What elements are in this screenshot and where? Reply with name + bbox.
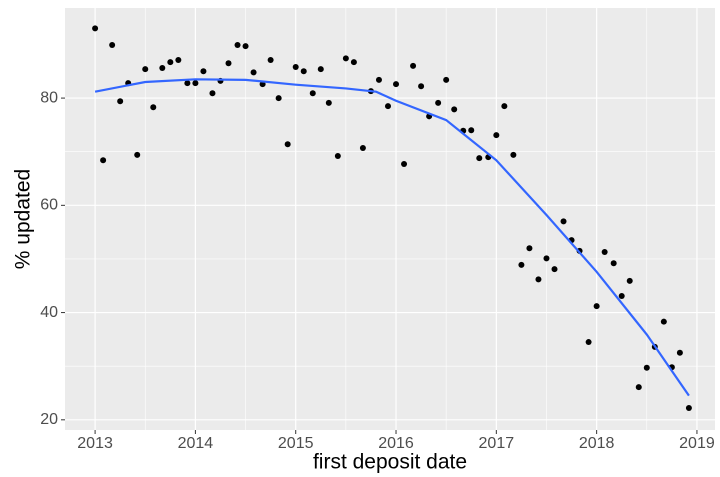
data-point — [184, 80, 191, 87]
data-point — [167, 59, 174, 66]
x-tick-label: 2016 — [378, 435, 414, 452]
data-point — [242, 43, 249, 50]
y-tick-label: 80 — [40, 89, 58, 106]
data-point — [610, 260, 617, 267]
data-point — [518, 261, 525, 268]
data-point — [292, 63, 299, 70]
data-point — [225, 60, 232, 67]
data-point — [250, 69, 257, 76]
data-point — [109, 41, 116, 48]
data-point — [643, 364, 650, 371]
data-point — [593, 303, 600, 310]
data-point — [685, 405, 692, 412]
data-point — [92, 25, 99, 32]
data-point — [560, 218, 567, 225]
data-point — [468, 127, 475, 134]
data-point — [493, 132, 500, 139]
data-point — [284, 141, 291, 148]
data-point — [543, 255, 550, 262]
x-tick-label: 2015 — [278, 435, 314, 452]
data-point — [309, 90, 316, 97]
data-point — [384, 103, 391, 110]
data-point — [418, 83, 425, 90]
x-tick-label: 2013 — [77, 435, 113, 452]
data-point — [317, 66, 324, 73]
data-point — [134, 151, 141, 158]
data-point — [267, 57, 274, 64]
data-point — [535, 276, 542, 283]
smooth-line — [94, 78, 690, 397]
data-point — [175, 57, 182, 64]
data-point — [435, 99, 442, 106]
data-point — [334, 152, 341, 159]
data-point — [234, 41, 241, 48]
x-tick-label: 2019 — [679, 435, 715, 452]
data-point — [192, 80, 199, 87]
data-point — [510, 151, 517, 158]
data-point — [209, 90, 216, 97]
data-point — [200, 68, 207, 75]
y-tick-label: 20 — [40, 411, 58, 428]
data-point — [117, 98, 124, 105]
data-point — [350, 59, 357, 66]
x-axis-title: first deposit date — [313, 451, 467, 474]
data-point — [626, 277, 633, 284]
data-point — [375, 76, 382, 83]
y-tick-label: 60 — [40, 197, 58, 214]
data-point — [601, 248, 608, 255]
data-point — [342, 55, 349, 62]
data-point — [300, 68, 307, 75]
x-tick-label: 2017 — [479, 435, 515, 452]
data-point — [142, 66, 149, 73]
data-point — [660, 318, 667, 325]
data-point — [401, 161, 408, 168]
data-point — [676, 349, 683, 356]
data-point — [476, 155, 483, 162]
x-tick-label: 2014 — [178, 435, 214, 452]
data-point — [325, 99, 332, 106]
x-tick-label: 2018 — [579, 435, 615, 452]
plot-panel — [65, 8, 715, 430]
data-point — [393, 81, 400, 88]
data-point — [159, 65, 166, 72]
data-point — [585, 339, 592, 346]
data-point — [443, 76, 450, 83]
data-point — [359, 144, 366, 151]
data-point — [551, 266, 558, 273]
data-point — [635, 384, 642, 391]
data-point — [410, 62, 417, 69]
data-point — [100, 157, 107, 164]
data-point — [150, 104, 157, 111]
data-point — [618, 292, 625, 299]
y-tick-label: 40 — [40, 304, 58, 321]
data-point — [275, 95, 282, 102]
data-point — [451, 106, 458, 113]
data-point — [526, 245, 533, 252]
y-axis-title: % updated — [12, 169, 35, 269]
data-point — [501, 103, 508, 110]
